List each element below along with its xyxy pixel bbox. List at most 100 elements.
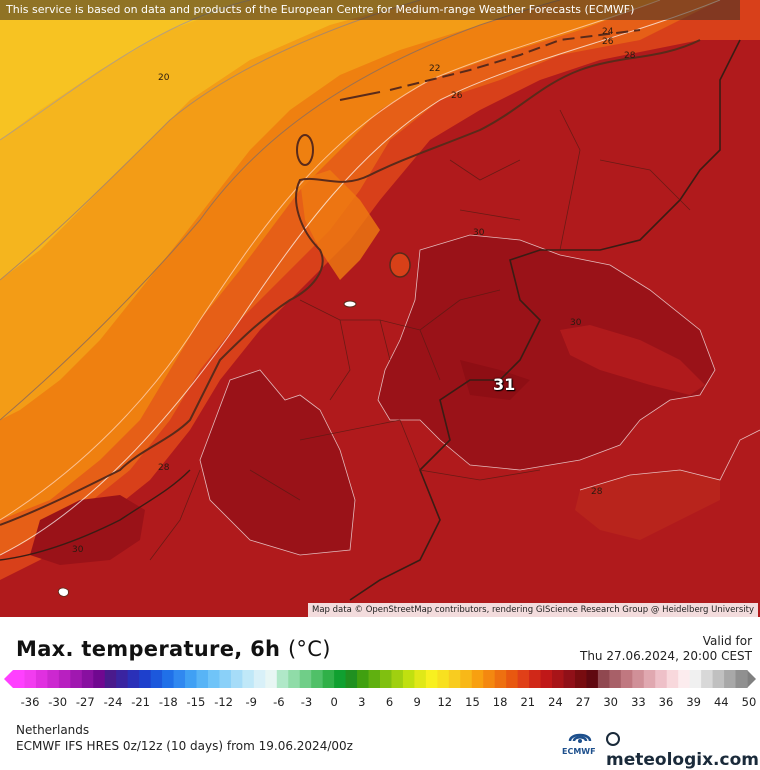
contour-label: 24 [602,27,614,37]
scale-tick-label: -15 [186,695,206,709]
map-title: Max. temperature, 6h (°C) [16,637,331,661]
parameter-name: Max. temperature, 6h [16,637,281,661]
valid-for-label: Valid for [702,634,752,648]
region-name: Netherlands [16,723,90,737]
scale-color-cell [701,670,714,688]
scale-color-cell [689,670,702,688]
contour-label: 28 [624,51,636,61]
scale-tick-label: 12 [437,695,453,709]
scale-tick-label: 21 [520,695,536,709]
scale-color-cell [712,670,725,688]
globe-icon [606,732,620,746]
scale-color-cell [162,670,175,688]
scale-color-cell [322,670,335,688]
scale-color-cell [311,670,324,688]
scale-color-cell [357,670,370,688]
scale-tick-label: 3 [358,695,366,709]
scale-tick-label: 39 [686,695,702,709]
temperature-field [0,0,760,617]
scale-color-cell [529,670,542,688]
osm-attribution[interactable]: Map data © OpenStreetMap contributors, r… [308,603,758,617]
contour-label: 28 [591,487,603,497]
scale-color-cell [380,670,393,688]
scale-color-cell [620,670,633,688]
scale-color-cell [402,670,416,688]
scale-color-cell [345,670,358,688]
scale-color-cell [735,670,748,688]
scale-color-cell [643,670,656,688]
weather-map[interactable]: This service is based on data and produc… [0,0,760,617]
scale-color-cell [414,670,427,688]
scale-color-cell [288,670,301,688]
scale-color-cell [185,670,198,688]
scale-tick-label: -21 [131,695,150,709]
scale-tick-label: 6 [385,695,394,709]
scale-color-cell [81,670,94,688]
scale-color-cell [219,670,232,688]
peak-temperature-label: 31 [493,375,516,394]
scale-tick-label: -12 [214,695,233,709]
unit-label: (°C) [287,637,331,661]
scale-tick-label: 36 [658,695,674,709]
scale-color-cell [448,670,461,688]
scale-color-cell [253,670,266,688]
brand-name: meteologix.com [606,750,759,770]
scale-color-cell [368,670,381,688]
scale-color-cell [632,670,645,688]
scale-tick-label: -36 [20,695,40,709]
scale-tick-label: 27 [575,695,591,709]
scale-color-cell [609,670,622,688]
contour-label: 30 [570,318,582,328]
scale-color-cell [230,670,243,688]
temperature-color-scale [4,670,756,688]
scale-color-cell [47,670,60,688]
scale-tick-labels: -36 -30 -27 -24 -21 -18 -15 -12 -9 -6 -3 0 3 6 9 12 15 18… [0,695,760,709]
scale-tick-label: 9 [413,695,421,709]
scale-color-cell [655,670,668,688]
scale-tick-label: 44 [713,695,729,709]
scale-tick-label: 0 [330,695,338,709]
scale-color-cell [196,670,209,688]
contour-label: 30 [473,228,485,238]
scale-color-cell [24,670,37,688]
scale-color-cell [678,670,691,688]
scale-color-cell [104,670,117,688]
scale-color-cell [334,670,347,688]
scale-color-cell [666,670,679,688]
scale-color-cell [276,670,289,688]
scale-color-cell [586,670,599,688]
scale-color-cell [116,670,129,688]
contour-label: 28 [158,463,170,473]
scale-color-cell [552,670,565,688]
scale-tick-label: -9 [245,695,257,709]
scale-color-cell [93,670,106,688]
scale-color-cell [471,670,484,688]
scale-color-cell [597,670,610,688]
scale-tick-label: -6 [273,695,285,709]
contour-label: 22 [429,64,441,74]
ecmwf-logo-icon [568,733,592,743]
scale-arrow-left [4,670,13,688]
ecmwf-label: ECMWF [562,747,596,756]
scale-color-cell [207,670,221,688]
scale-color-cell [127,670,140,688]
scale-color-cell [425,670,438,688]
scale-tick-label: -18 [158,695,178,709]
scale-color-cell [299,670,312,688]
scale-color-cell [265,670,278,688]
scale-color-cell [13,670,26,688]
contour-label: 30 [72,545,84,555]
scale-tick-label: 30 [603,695,619,709]
scale-color-cell [506,670,519,688]
scale-color-cell [563,670,576,688]
map-footer: Max. temperature, 6h (°C) Valid for Thu … [0,617,760,770]
scale-tick-label: 33 [631,695,646,709]
scale-color-cell [150,670,163,688]
contour-label: 26 [602,37,614,47]
scale-tick-label: -30 [48,695,68,709]
meteologix-brand[interactable]: meteologix.com [606,730,760,770]
scale-tick-label: -24 [103,695,123,709]
scale-color-cell [460,670,473,688]
scale-color-cell [391,670,404,688]
scale-tick-label: -27 [75,695,95,709]
